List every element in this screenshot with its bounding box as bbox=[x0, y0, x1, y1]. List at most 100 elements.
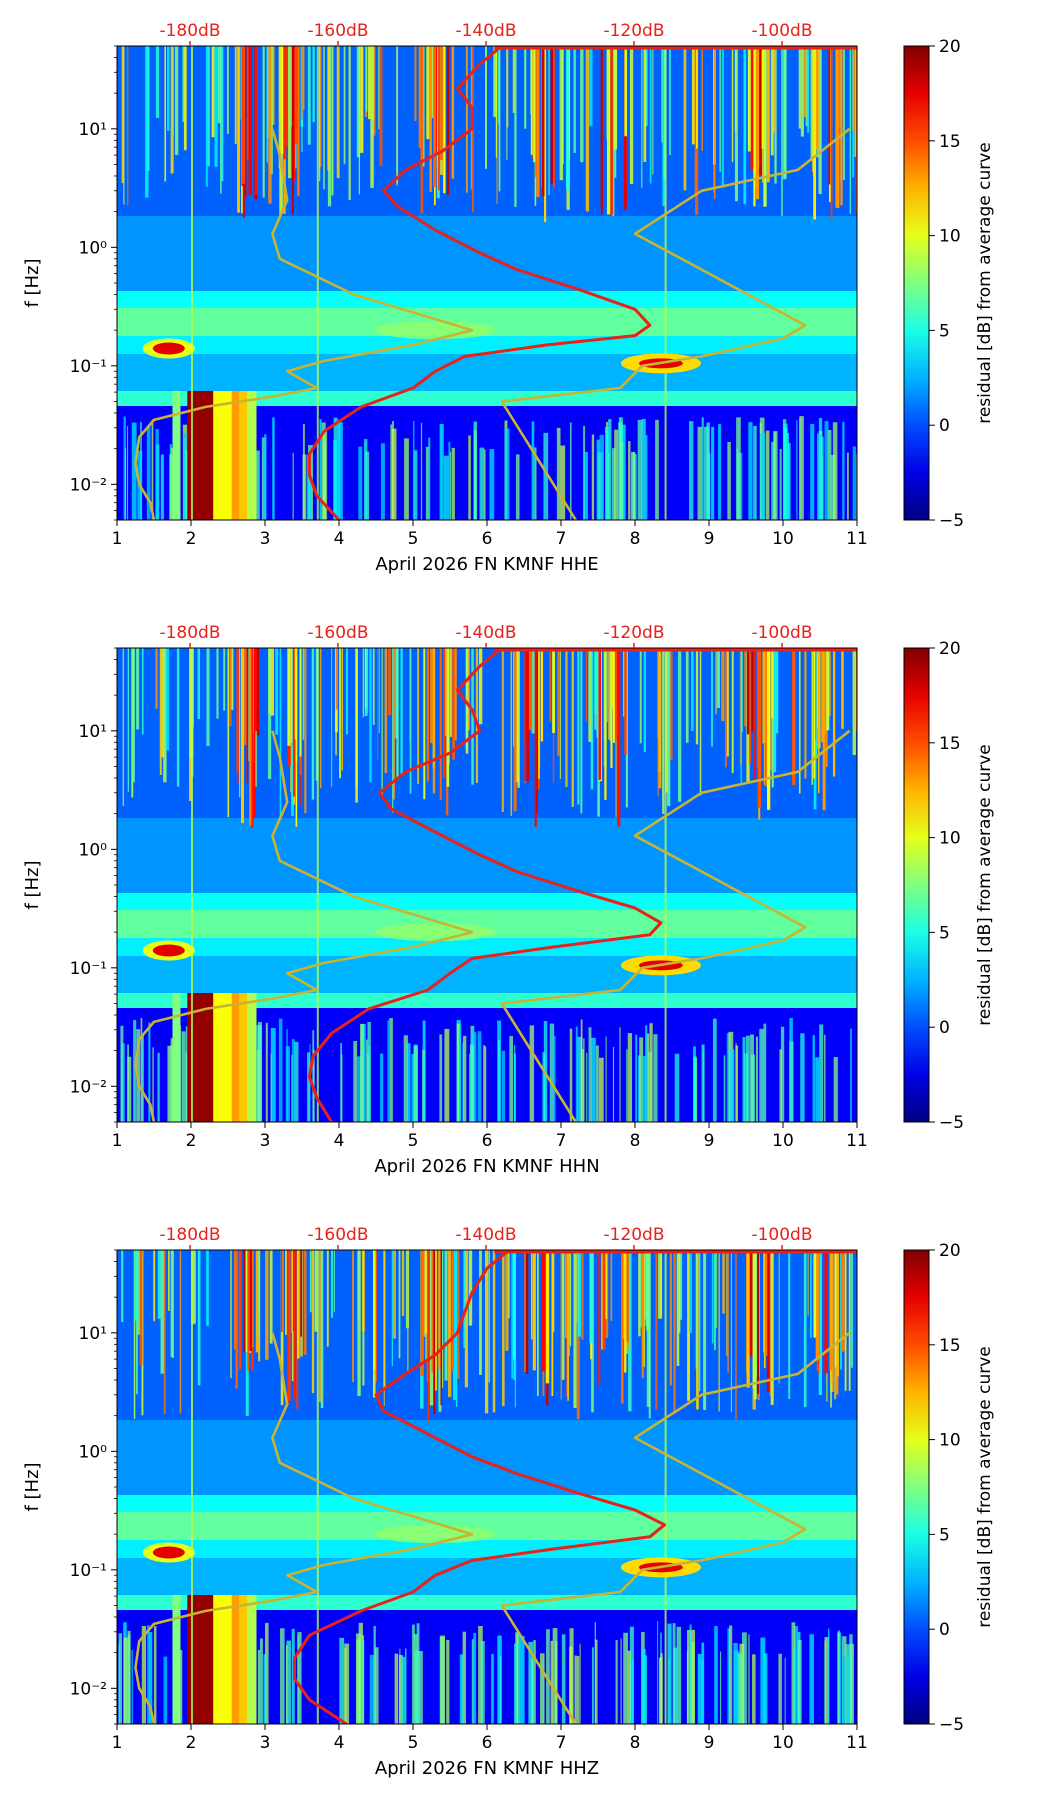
x-tick-label: 10 bbox=[772, 1131, 794, 1151]
y-tick-label: 10¹ bbox=[79, 722, 107, 742]
y-tick-label: 10¹ bbox=[79, 120, 107, 140]
heatmap-field bbox=[117, 648, 857, 1122]
top-db-label: -120dB bbox=[603, 623, 664, 643]
colorbar-tick-label: −5 bbox=[939, 1715, 964, 1735]
colorbar-label: residual [dB] from average curve bbox=[975, 1346, 995, 1627]
colorbar-tick-label: 15 bbox=[939, 1336, 961, 1356]
y-axis-label: f [Hz] bbox=[22, 860, 43, 909]
top-db-label: -140dB bbox=[455, 21, 516, 41]
y-tick-label: 10⁰ bbox=[79, 840, 108, 860]
x-tick-label: 4 bbox=[334, 529, 345, 549]
average-psd-curve bbox=[293, 1250, 667, 1724]
y-tick-label: 10⁻² bbox=[70, 1077, 107, 1097]
colorbar-tick-label: 15 bbox=[939, 132, 961, 152]
top-db-label: -180dB bbox=[159, 623, 220, 643]
x-tick-label: 8 bbox=[630, 1131, 641, 1151]
x-tick-label: 11 bbox=[846, 1733, 868, 1753]
heatmap-field bbox=[117, 1250, 857, 1724]
chart-svg: 1 2 3 4 5 6 7 8 9 10 11 April 2026 FN KMNF HHE 10⁻² 1… bbox=[22, 21, 995, 575]
colorbar-tick-label: 0 bbox=[939, 1018, 950, 1038]
x-tick-label: 10 bbox=[772, 1733, 794, 1753]
chart-svg: 1 2 3 4 5 6 7 8 9 10 11 April 2026 FN KMNF HHN 10⁻² 1… bbox=[22, 623, 995, 1177]
x-axis-label: April 2026 FN KMNF HHZ bbox=[375, 1758, 599, 1779]
x-tick-label: 7 bbox=[556, 1131, 567, 1151]
top-db-label: -160dB bbox=[307, 623, 368, 643]
x-tick-label: 9 bbox=[704, 529, 715, 549]
x-tick-label: 8 bbox=[630, 529, 641, 549]
colorbar-tick-label: 5 bbox=[939, 1525, 950, 1545]
x-tick-label: 1 bbox=[112, 1733, 123, 1753]
x-tick-label: 7 bbox=[556, 1733, 567, 1753]
x-tick-label: 5 bbox=[408, 529, 419, 549]
y-tick-label: 10¹ bbox=[79, 1324, 107, 1344]
top-db-label: -120dB bbox=[603, 1225, 664, 1245]
x-tick-label: 11 bbox=[846, 1131, 868, 1151]
x-tick-label: 8 bbox=[630, 1733, 641, 1753]
colorbar-tick-label: 10 bbox=[939, 829, 961, 849]
colorbar-tick-label: 15 bbox=[939, 734, 961, 754]
top-db-label: -100dB bbox=[751, 1225, 812, 1245]
x-tick-label: 2 bbox=[186, 1131, 197, 1151]
top-db-label: -120dB bbox=[603, 21, 664, 41]
x-tick-label: 3 bbox=[260, 1131, 271, 1151]
x-tick-label: 11 bbox=[846, 529, 868, 549]
y-tick-label: 10⁻² bbox=[70, 1679, 107, 1699]
x-tick-label: 3 bbox=[260, 529, 271, 549]
x-tick-label: 6 bbox=[482, 1131, 493, 1151]
x-tick-label: 9 bbox=[704, 1131, 715, 1151]
colorbar-tick-label: 0 bbox=[939, 1620, 950, 1640]
high-noise-model-curve bbox=[500, 1331, 851, 1724]
x-tick-label: 6 bbox=[482, 529, 493, 549]
x-tick-label: 10 bbox=[772, 529, 794, 549]
colorbar-label: residual [dB] from average curve bbox=[975, 744, 995, 1025]
y-axis-label: f [Hz] bbox=[22, 1462, 43, 1511]
y-tick-label: 10⁻¹ bbox=[70, 959, 107, 979]
x-tick-label: 9 bbox=[704, 1733, 715, 1753]
y-tick-label: 10⁰ bbox=[79, 1442, 108, 1462]
x-tick-label: 1 bbox=[112, 529, 123, 549]
top-db-label: -180dB bbox=[159, 1225, 220, 1245]
low-noise-model-curve bbox=[134, 730, 474, 1122]
colorbar-tick-label: −5 bbox=[939, 511, 964, 531]
x-tick-label: 4 bbox=[334, 1131, 345, 1151]
top-db-label: -140dB bbox=[455, 623, 516, 643]
x-tick-label: 4 bbox=[334, 1733, 345, 1753]
top-db-label: -160dB bbox=[307, 21, 368, 41]
colorbar bbox=[903, 45, 930, 521]
low-noise-model-curve bbox=[134, 128, 474, 520]
spectrogram-panel-hhz: 1 2 3 4 5 6 7 8 9 10 11 April 2026 FN KMNF HHZ 10⁻² 1… bbox=[0, 1204, 1052, 1804]
colorbar-label: residual [dB] from average curve bbox=[975, 142, 995, 423]
colorbar bbox=[903, 647, 930, 1123]
low-noise-model-curve bbox=[134, 1332, 474, 1724]
x-tick-label: 6 bbox=[482, 1733, 493, 1753]
x-axis-label: April 2026 FN KMNF HHE bbox=[375, 554, 598, 575]
colorbar-tick-label: 5 bbox=[939, 923, 950, 943]
y-axis-label: f [Hz] bbox=[22, 258, 43, 307]
top-db-label: -140dB bbox=[455, 1225, 516, 1245]
high-noise-model-curve bbox=[500, 729, 851, 1122]
chart-svg: 1 2 3 4 5 6 7 8 9 10 11 April 2026 FN KMNF HHZ 10⁻² 1… bbox=[22, 1225, 995, 1779]
top-db-label: -180dB bbox=[159, 21, 220, 41]
top-db-label: -160dB bbox=[307, 1225, 368, 1245]
colorbar bbox=[903, 1249, 930, 1725]
y-tick-label: 10⁰ bbox=[79, 238, 108, 258]
colorbar-tick-label: 20 bbox=[939, 37, 961, 57]
colorbar-tick-label: 20 bbox=[939, 639, 961, 659]
average-psd-curve bbox=[307, 46, 652, 520]
top-db-label: -100dB bbox=[751, 623, 812, 643]
high-noise-model-curve bbox=[500, 127, 851, 520]
x-tick-label: 5 bbox=[408, 1131, 419, 1151]
spectrogram-panel-hhn: 1 2 3 4 5 6 7 8 9 10 11 April 2026 FN KMNF HHN 10⁻² 1… bbox=[0, 602, 1052, 1202]
x-tick-label: 7 bbox=[556, 529, 567, 549]
heatmap-field bbox=[117, 46, 857, 520]
average-psd-curve bbox=[307, 648, 663, 1122]
x-tick-label: 3 bbox=[260, 1733, 271, 1753]
y-tick-label: 10⁻¹ bbox=[70, 1561, 107, 1581]
x-tick-label: 5 bbox=[408, 1733, 419, 1753]
x-tick-label: 2 bbox=[186, 1733, 197, 1753]
spectrogram-panel-hhe: 1 2 3 4 5 6 7 8 9 10 11 April 2026 FN KMNF HHE 10⁻² 1… bbox=[0, 0, 1052, 600]
colorbar-tick-label: 10 bbox=[939, 227, 961, 247]
x-axis-label: April 2026 FN KMNF HHN bbox=[374, 1156, 599, 1177]
y-tick-label: 10⁻² bbox=[70, 475, 107, 495]
colorbar-tick-label: 10 bbox=[939, 1431, 961, 1451]
